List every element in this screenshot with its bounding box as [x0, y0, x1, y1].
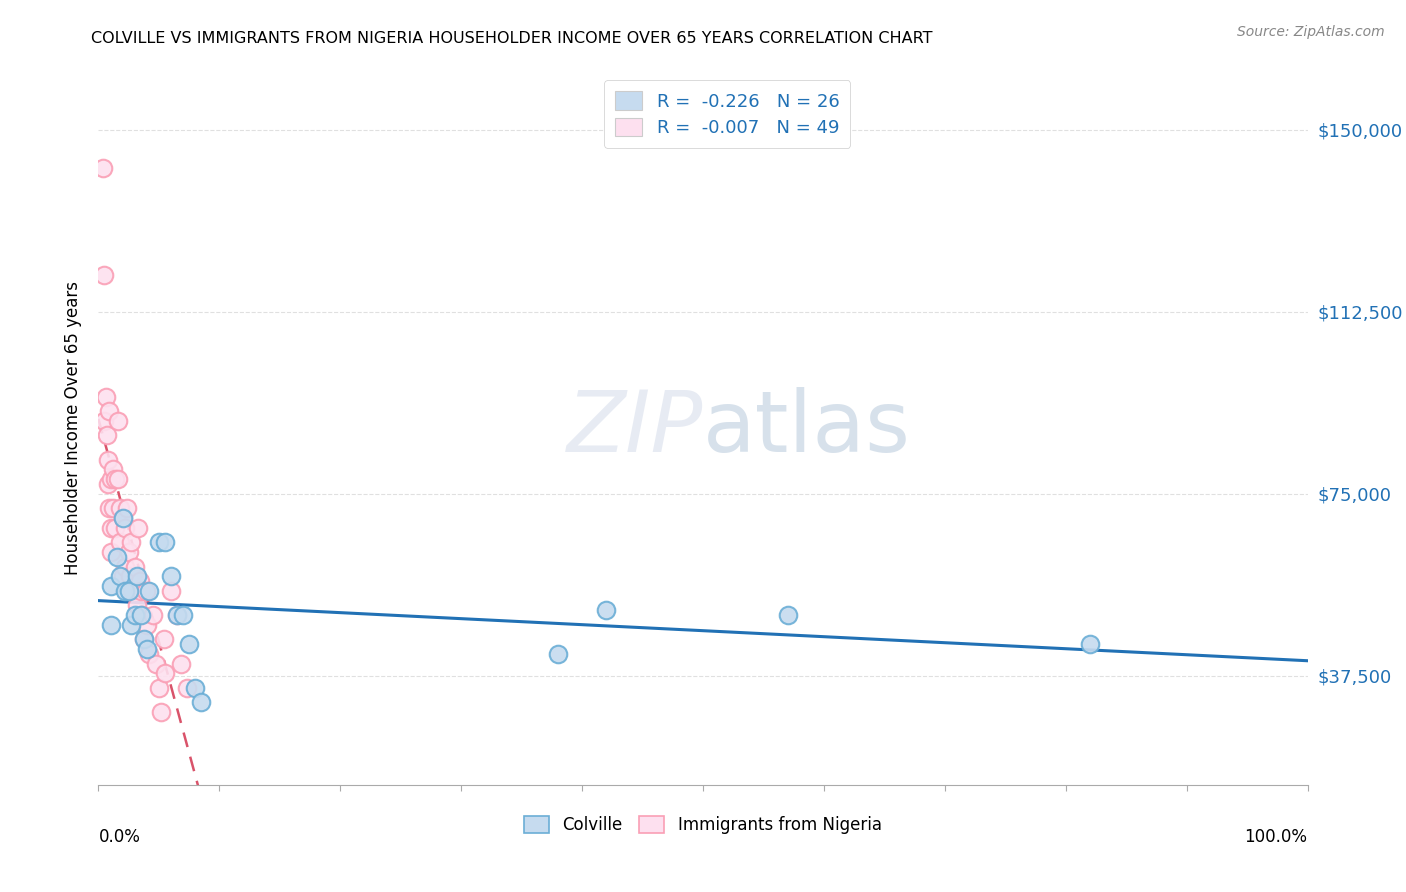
Point	[148, 681, 170, 695]
Point	[595, 603, 617, 617]
Point	[127, 599, 149, 613]
Point	[100, 617, 122, 632]
Point	[1078, 637, 1101, 651]
Point	[776, 608, 799, 623]
Point	[152, 632, 174, 647]
Point	[134, 632, 156, 647]
Point	[91, 161, 114, 176]
Point	[93, 268, 115, 283]
Point	[120, 617, 142, 632]
Text: 100.0%: 100.0%	[1244, 828, 1308, 846]
Point	[120, 535, 142, 549]
Point	[121, 583, 143, 598]
Point	[114, 559, 136, 574]
Point	[176, 681, 198, 695]
Point	[129, 608, 152, 623]
Point	[148, 535, 170, 549]
Point	[138, 647, 160, 661]
Point	[135, 583, 157, 598]
Point	[169, 657, 191, 671]
Point	[107, 472, 129, 486]
Point	[118, 569, 141, 583]
Point	[111, 569, 134, 583]
Text: ZIP: ZIP	[567, 386, 703, 470]
Legend: R =  -0.226   N = 26, R =  -0.007   N = 49: R = -0.226 N = 26, R = -0.007 N = 49	[605, 80, 851, 148]
Point	[100, 472, 122, 486]
Point	[104, 472, 127, 486]
Point	[124, 608, 146, 623]
Text: Source: ZipAtlas.com: Source: ZipAtlas.com	[1237, 25, 1385, 39]
Point	[94, 390, 117, 404]
Point	[128, 574, 150, 588]
Point	[118, 583, 141, 598]
Y-axis label: Householder Income Over 65 years: Householder Income Over 65 years	[63, 281, 82, 575]
Point	[190, 695, 212, 709]
Point	[114, 521, 136, 535]
Point	[100, 545, 122, 559]
Point	[135, 642, 157, 657]
Point	[131, 608, 153, 623]
Point	[101, 501, 124, 516]
Point	[160, 569, 183, 583]
Point	[118, 545, 141, 559]
Point	[105, 549, 128, 564]
Point	[166, 608, 188, 623]
Point	[100, 521, 122, 535]
Point	[108, 535, 131, 549]
Point	[100, 579, 122, 593]
Point	[166, 608, 188, 623]
Point	[129, 583, 152, 598]
Point	[127, 569, 149, 583]
Point	[160, 583, 183, 598]
Point	[134, 632, 156, 647]
Text: COLVILLE VS IMMIGRANTS FROM NIGERIA HOUSEHOLDER INCOME OVER 65 YEARS CORRELATION: COLVILLE VS IMMIGRANTS FROM NIGERIA HOUS…	[91, 31, 934, 46]
Point	[97, 477, 120, 491]
Point	[111, 511, 134, 525]
Point	[138, 583, 160, 598]
Point	[117, 501, 139, 516]
Point	[145, 657, 167, 671]
Point	[98, 501, 121, 516]
Point	[172, 608, 194, 623]
Text: atlas: atlas	[703, 386, 911, 470]
Point	[98, 404, 121, 418]
Point	[111, 511, 134, 525]
Point	[93, 414, 115, 428]
Point	[124, 559, 146, 574]
Point	[107, 414, 129, 428]
Point	[97, 452, 120, 467]
Point	[108, 569, 131, 583]
Point	[135, 617, 157, 632]
Point	[96, 428, 118, 442]
Text: 0.0%: 0.0%	[98, 828, 141, 846]
Point	[184, 681, 207, 695]
Point	[127, 521, 149, 535]
Point	[153, 666, 176, 681]
Point	[179, 637, 201, 651]
Point	[104, 521, 127, 535]
Point	[101, 462, 124, 476]
Point	[547, 647, 569, 661]
Point	[153, 535, 176, 549]
Point	[150, 705, 173, 719]
Point	[108, 501, 131, 516]
Point	[114, 583, 136, 598]
Point	[142, 608, 165, 623]
